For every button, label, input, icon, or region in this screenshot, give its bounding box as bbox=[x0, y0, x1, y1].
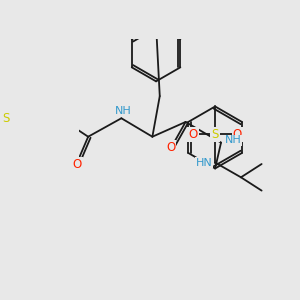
Text: S: S bbox=[2, 112, 10, 125]
Text: O: O bbox=[166, 140, 176, 154]
Text: O: O bbox=[188, 128, 198, 141]
Text: O: O bbox=[73, 158, 82, 171]
Text: S: S bbox=[212, 128, 219, 141]
Text: HN: HN bbox=[195, 158, 212, 167]
Text: NH: NH bbox=[225, 135, 242, 146]
Text: NH: NH bbox=[115, 106, 131, 116]
Text: O: O bbox=[232, 128, 242, 141]
